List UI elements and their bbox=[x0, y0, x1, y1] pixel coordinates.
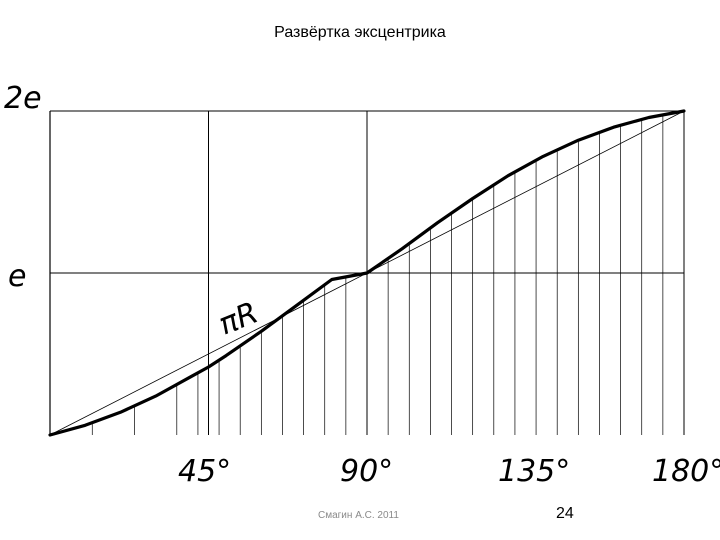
development-curve bbox=[48, 109, 686, 437]
slide-title: Развёртка эксцентрика bbox=[274, 24, 446, 41]
y-tick-label: e bbox=[8, 259, 26, 294]
author-footer: Смагин А.С. 2011 bbox=[318, 510, 399, 521]
x-tick-label: 180° bbox=[652, 454, 720, 489]
x-tick-label: 135° bbox=[498, 454, 570, 489]
x-tick-label: 90° bbox=[340, 454, 393, 489]
y-tick-label: 2e bbox=[4, 81, 42, 116]
x-tick-label: 45° bbox=[178, 454, 231, 489]
hatch-lines bbox=[91, 114, 664, 435]
curve-layer bbox=[48, 109, 686, 437]
page-number: 24 bbox=[556, 505, 574, 522]
